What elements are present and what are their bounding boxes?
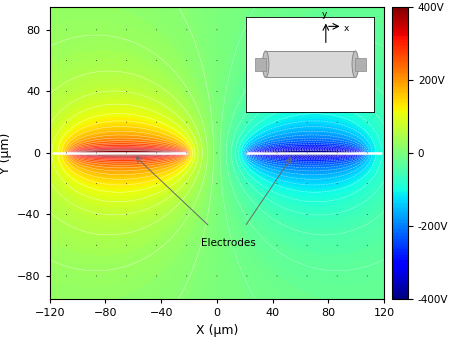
Text: y: y [322, 10, 327, 19]
Bar [255, 57, 265, 71]
X-axis label: X (μm): X (μm) [196, 324, 238, 337]
Text: Electrodes: Electrodes [201, 238, 255, 247]
Ellipse shape [263, 51, 269, 77]
Bar [265, 51, 356, 77]
Bar [356, 57, 365, 71]
Y-axis label: Y (μm): Y (μm) [0, 132, 12, 174]
Text: x: x [344, 24, 349, 33]
Ellipse shape [352, 51, 358, 77]
